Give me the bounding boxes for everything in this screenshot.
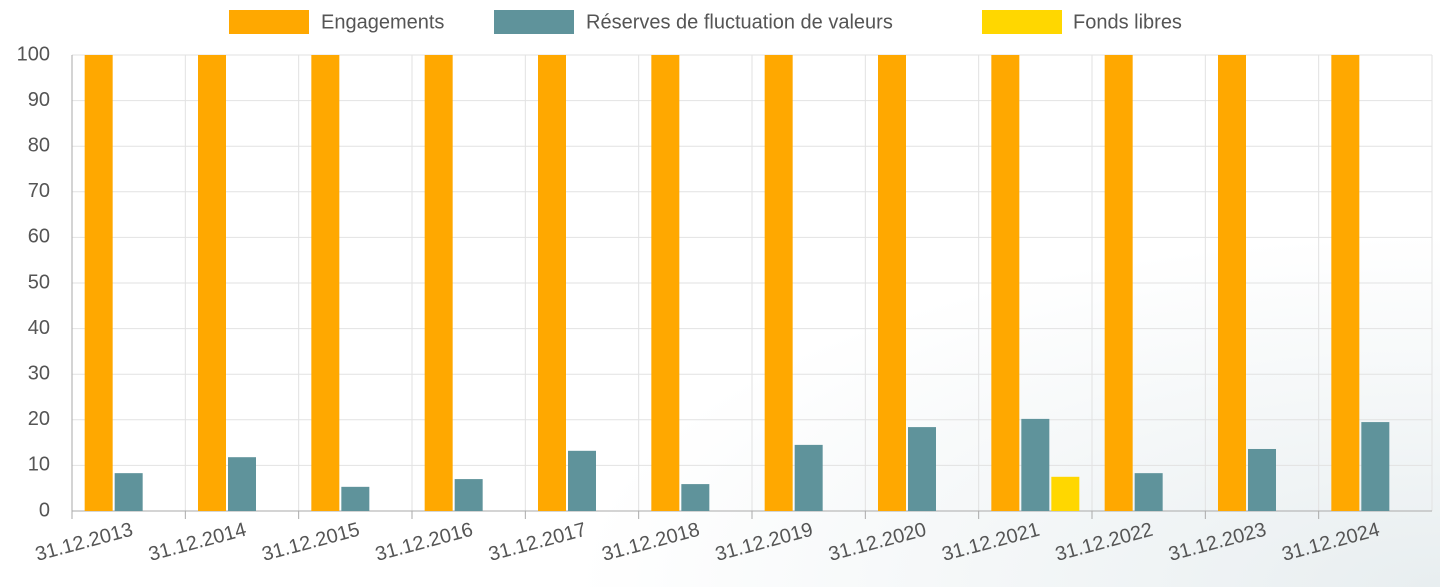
bar (764, 55, 793, 511)
bar (198, 55, 226, 511)
bar (568, 450, 596, 511)
bar (681, 484, 710, 511)
legend-label: Engagements (321, 11, 444, 33)
legend-swatch (982, 10, 1062, 34)
bar (1361, 422, 1390, 511)
bar (878, 55, 906, 511)
bar (228, 457, 256, 511)
bar (84, 55, 113, 511)
y-tick-label: 40 (28, 317, 50, 339)
y-tick-label: 20 (28, 408, 50, 430)
bar (1218, 55, 1246, 511)
y-tick-label: 70 (28, 180, 50, 202)
bar (311, 55, 340, 511)
y-tick-label: 80 (28, 134, 50, 156)
bar (1331, 55, 1360, 511)
bar (538, 55, 566, 511)
y-tick-label: 60 (28, 226, 50, 248)
y-tick-label: 10 (28, 454, 50, 476)
legend-label: Fonds libres (1073, 11, 1182, 33)
bar (1134, 473, 1163, 511)
legend-swatch (229, 10, 309, 34)
legend-swatch (494, 10, 574, 34)
bar (991, 55, 1020, 511)
bar (1248, 448, 1276, 511)
bar (424, 55, 453, 511)
y-tick-label: 50 (28, 271, 50, 293)
bar (1021, 418, 1050, 511)
bar (1104, 55, 1133, 511)
bar (651, 55, 680, 511)
y-tick-label: 100 (17, 43, 50, 65)
legend-label: Réserves de fluctuation de valeurs (586, 11, 893, 33)
y-tick-label: 0 (39, 499, 50, 521)
bar (908, 427, 936, 511)
y-tick-label: 30 (28, 362, 50, 384)
y-tick-label: 90 (28, 89, 50, 111)
bar (1051, 476, 1080, 511)
bar (341, 486, 370, 511)
bar (454, 479, 483, 511)
bar (114, 473, 143, 511)
bar (794, 444, 823, 511)
